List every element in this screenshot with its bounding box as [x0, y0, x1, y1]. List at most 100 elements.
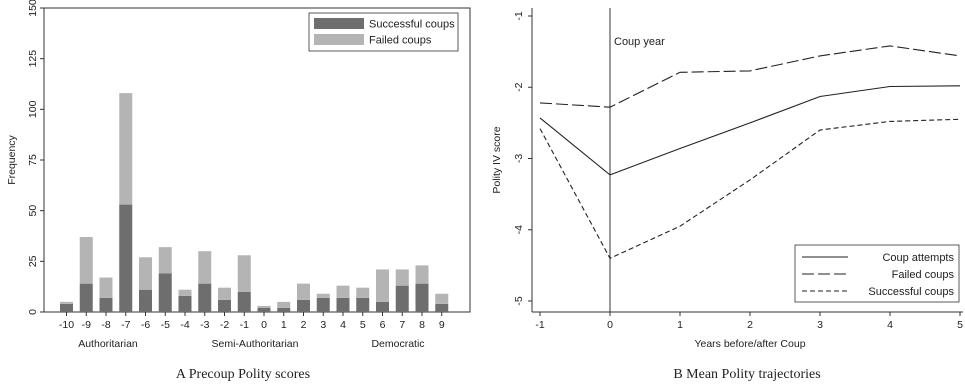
bar-successful	[435, 303, 449, 312]
x-tick-label: -4	[180, 319, 189, 331]
bar-failed	[178, 289, 192, 296]
legend-label: Failed coups	[369, 35, 432, 47]
bar-failed	[376, 269, 389, 302]
x-tick-label: -10	[59, 319, 74, 331]
x-tick-label: 7	[399, 319, 405, 331]
bar-successful	[79, 283, 93, 312]
x-tick-label: -3	[200, 319, 209, 331]
legend: Successful coups Failed coups	[308, 12, 459, 52]
x-tick-label: -2	[220, 319, 229, 331]
legend-swatch	[314, 34, 364, 45]
x-tick-label: 3	[817, 319, 823, 331]
bar-successful	[139, 289, 152, 312]
x-tick-label: 5	[360, 319, 366, 331]
bar-failed	[277, 301, 291, 308]
bar-failed	[395, 269, 409, 286]
coup-year-annotation: Coup year	[614, 36, 665, 48]
legend-swatch	[314, 18, 364, 29]
x-tick-label: 4	[340, 319, 346, 331]
bar-successful	[297, 299, 310, 312]
bar-successful	[376, 301, 389, 312]
x-tick-label: 9	[439, 319, 445, 331]
y-tick-label: 0	[27, 309, 39, 315]
x-tick-label: 4	[887, 319, 893, 331]
y-tick-label: 100	[27, 100, 39, 118]
bar-successful	[415, 283, 429, 312]
y-tick-label: -3	[513, 154, 525, 163]
bar-failed	[99, 277, 113, 298]
bar-failed	[415, 265, 429, 284]
bar-failed	[435, 293, 449, 304]
x-tick-label: 0	[261, 319, 267, 331]
x-tick-label: -5	[161, 319, 170, 331]
bar-failed	[356, 287, 370, 298]
legend-label: Coup attempts	[882, 252, 954, 264]
x-axis-label: Years before/after Coup	[694, 338, 805, 350]
x-tick-label: 0	[607, 319, 613, 331]
bar-successful	[356, 297, 370, 312]
bar-successful	[158, 273, 172, 312]
bar-failed	[316, 293, 330, 298]
bar-successful	[257, 307, 271, 312]
x-tick-label: -6	[141, 319, 150, 331]
legend: Coup attempts Failed coups Successful coup…	[794, 244, 960, 303]
y-tick-label: 50	[27, 205, 39, 217]
bar-failed	[237, 255, 251, 292]
y-tick-label: -1	[513, 11, 525, 20]
y-tick-label: 125	[27, 50, 39, 68]
y-tick-label: -5	[513, 296, 525, 305]
bar-successful	[336, 297, 350, 312]
bar-failed	[60, 301, 73, 304]
x-tick-label: 5	[957, 319, 963, 331]
legend-label: Successful coups	[868, 286, 954, 298]
y-tick-label: 150	[27, 0, 39, 17]
panel-caption: B Mean Polity trajectories	[673, 367, 820, 382]
group-label: Semi-Authoritarian	[212, 338, 299, 350]
bar-successful	[316, 297, 330, 312]
x-tick-label: 1	[677, 319, 683, 331]
x-tick-label: 1	[281, 319, 287, 331]
series-line-coup-attempts	[539, 85, 961, 176]
panel-b-line-chart: -5 -4 -3 -2 -1 Polity IV score -1 0 1 2 3 4 5 Years b…	[491, 8, 963, 382]
x-tick-label: -7	[121, 319, 130, 331]
x-tick-label: -1	[240, 319, 249, 331]
bar-failed	[257, 305, 271, 308]
bar-failed	[139, 257, 152, 290]
series-line-successful-coups	[539, 118, 961, 260]
bar-successful	[237, 291, 251, 312]
x-tick-label: 3	[320, 319, 326, 331]
y-axis-label: Polity IV score	[491, 126, 503, 193]
x-tick-label: -1	[535, 319, 544, 331]
bar-successful	[218, 299, 231, 312]
x-tick-label: 8	[419, 319, 425, 331]
bar-failed	[158, 247, 172, 274]
panel-caption: A Precoup Polity scores	[176, 367, 310, 382]
x-tick-label: -9	[82, 319, 91, 331]
y-axis-label: Frequency	[6, 134, 18, 184]
bar-successful	[99, 297, 113, 312]
bar-failed	[119, 93, 133, 205]
x-tick-label: 6	[380, 319, 386, 331]
legend-label: Successful coups	[369, 19, 455, 31]
y-tick-label: -4	[513, 225, 525, 234]
bar-failed	[297, 283, 310, 300]
bar-failed	[198, 251, 212, 284]
x-tick-label: 2	[747, 319, 753, 331]
x-tick-label: -8	[101, 319, 110, 331]
group-label: Democratic	[371, 338, 424, 350]
bar-successful	[277, 307, 291, 312]
bar-successful	[395, 285, 409, 312]
x-tick-label: 2	[301, 319, 307, 331]
plot-frame	[43, 7, 471, 313]
bar-successful	[119, 204, 133, 312]
series-line-failed-coups	[539, 45, 961, 108]
bar-failed	[336, 285, 350, 298]
bar-successful	[198, 283, 212, 312]
group-label: Authoritarian	[78, 338, 138, 350]
bar-successful	[178, 295, 192, 312]
bar-successful	[60, 303, 73, 312]
y-tick-label: 25	[27, 255, 39, 267]
legend-label: Failed coups	[892, 269, 955, 281]
